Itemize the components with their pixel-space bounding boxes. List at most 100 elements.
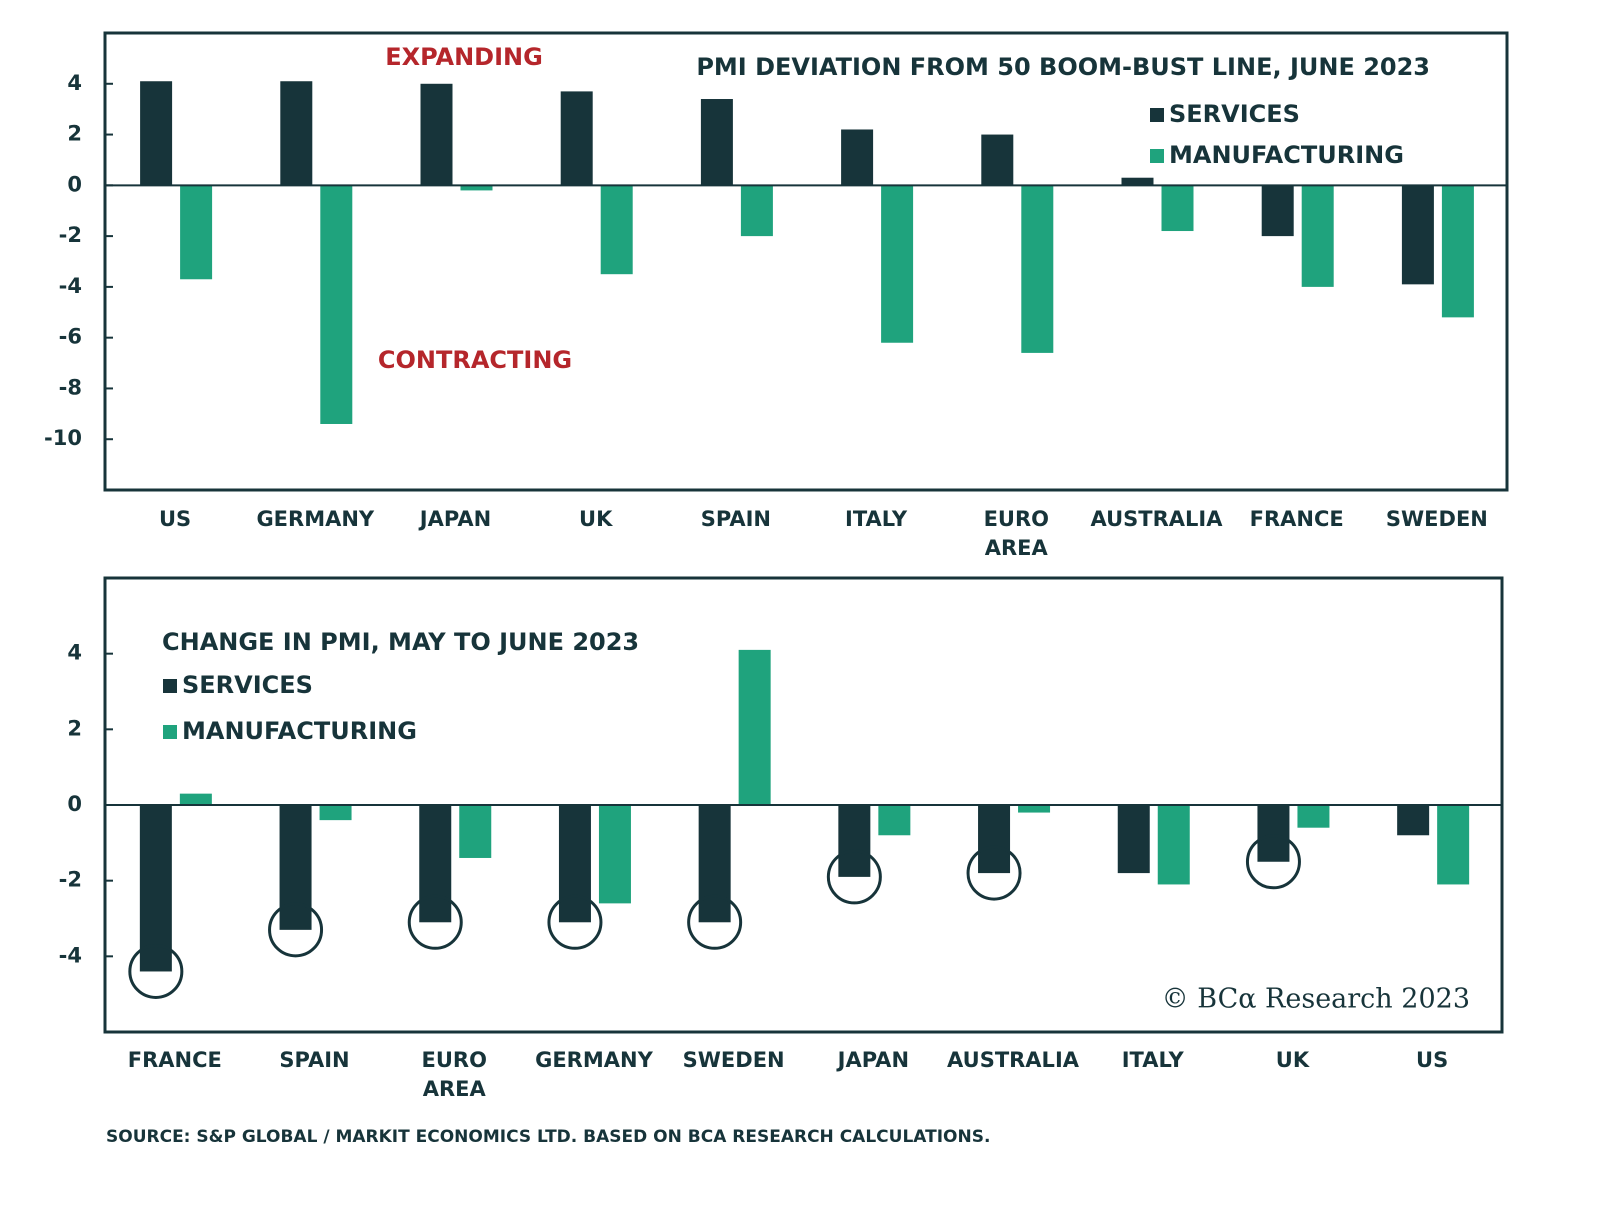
highlight-circle: [826, 849, 882, 905]
legend-swatch: [163, 725, 177, 739]
x-label-box: SPAIN: [666, 505, 806, 534]
bar: [320, 185, 353, 424]
y-tick-label: -4: [59, 943, 82, 967]
bar: [558, 805, 591, 923]
x-tick-label: SPAIN: [279, 1048, 350, 1072]
highlight-circle: [966, 845, 1022, 901]
bar: [420, 83, 453, 186]
y-tick-label: 2: [67, 716, 82, 740]
x-label-box: SPAIN: [245, 1046, 385, 1075]
bar: [1397, 805, 1430, 836]
bar: [881, 185, 914, 343]
x-label-box: FRANCE: [1227, 505, 1367, 534]
plot-frame: [103, 31, 1509, 492]
bar: [1161, 185, 1194, 232]
bar: [981, 134, 1014, 186]
x-tick-label: UK: [1275, 1048, 1310, 1072]
x-tick-label: JAPAN: [837, 1048, 910, 1072]
bar: [280, 81, 313, 186]
bar: [1437, 805, 1470, 885]
bar: [319, 805, 352, 821]
x-label-box: GERMANY: [524, 1046, 664, 1075]
y-tick-label: -6: [59, 325, 82, 349]
y-tick-label: 0: [67, 172, 82, 196]
bar: [560, 91, 593, 186]
y-tick-label: -8: [59, 375, 82, 399]
x-label-box: SWEDEN: [664, 1046, 804, 1075]
bar: [738, 649, 771, 805]
bar: [179, 793, 212, 805]
x-tick-label: ITALY: [1121, 1048, 1184, 1072]
credit: © BCα Research 2023: [1162, 984, 1470, 1015]
x-tick-label: US: [159, 507, 192, 531]
chart-title: PMI DEVIATION FROM 50 BOOM-BUST LINE, JU…: [696, 53, 1430, 81]
x-tick-label: UK: [579, 507, 613, 531]
bar: [1121, 177, 1154, 186]
x-tick-label: EURO AREA: [983, 507, 1049, 560]
x-label-box: JAPAN: [804, 1046, 944, 1075]
bar: [878, 805, 911, 836]
x-tick-label: SPAIN: [700, 507, 771, 531]
x-tick-label: AUSTRALIA: [1090, 507, 1223, 531]
bar: [1301, 185, 1334, 287]
source-note: SOURCE: S&P GLOBAL / MARKIT ECONOMICS LT…: [106, 1127, 991, 1147]
legend-label: MANUFACTURING: [182, 717, 417, 745]
x-label-box: AUSTRALIA: [1086, 505, 1226, 534]
bar: [1441, 185, 1474, 318]
bar: [1261, 185, 1294, 237]
highlight-circle: [268, 902, 324, 958]
x-tick-label: JAPAN: [419, 507, 492, 531]
legend-label: MANUFACTURING: [1169, 141, 1404, 169]
bar: [1401, 185, 1434, 285]
plot-frame: [103, 576, 1504, 1034]
bar: [740, 185, 773, 237]
x-tick-label: EURO AREA: [421, 1048, 487, 1101]
x-label-box: JAPAN: [385, 505, 525, 534]
annotation: CONTRACTING: [378, 346, 572, 374]
highlight-circle: [407, 894, 463, 950]
x-label-box: GERMANY: [245, 505, 385, 534]
chart-title: CHANGE IN PMI, MAY TO JUNE 2023: [162, 628, 639, 656]
bar: [698, 805, 731, 923]
bar: [1257, 805, 1290, 862]
bar: [978, 805, 1011, 874]
highlight-circle: [128, 943, 184, 999]
y-tick-label: -2: [59, 223, 82, 247]
bar: [140, 81, 173, 186]
legend-swatch: [1150, 149, 1164, 163]
x-tick-label: GERMANY: [256, 507, 375, 531]
x-label-box: AUSTRALIA: [943, 1046, 1083, 1075]
bar: [279, 805, 312, 930]
x-tick-label: AUSTRALIA: [947, 1048, 1080, 1072]
bar: [600, 185, 633, 275]
x-label-box: ITALY: [806, 505, 946, 534]
bar: [1021, 185, 1054, 353]
y-tick-label: -10: [44, 426, 82, 450]
y-tick-label: 4: [67, 71, 82, 95]
bar: [460, 185, 493, 191]
bar: [419, 805, 452, 923]
x-label-box: ITALY: [1083, 1046, 1223, 1075]
highlight-circle: [687, 894, 743, 950]
bar: [700, 99, 733, 186]
x-tick-label: SWEDEN: [1385, 507, 1488, 531]
legend-label: SERVICES: [182, 671, 313, 699]
x-tick-label: SWEDEN: [682, 1048, 785, 1072]
x-label-box: US: [1362, 1046, 1502, 1075]
bar: [598, 805, 631, 904]
x-label-box: EURO AREA: [946, 505, 1086, 563]
bar: [459, 805, 492, 858]
legend-label: SERVICES: [1169, 100, 1300, 128]
legend-swatch: [163, 679, 177, 693]
x-label-box: EURO AREA: [384, 1046, 524, 1104]
y-tick-label: 0: [67, 792, 82, 816]
bar: [838, 805, 871, 877]
x-tick-label: FRANCE: [127, 1048, 222, 1072]
bar: [139, 805, 172, 972]
x-tick-label: ITALY: [845, 507, 908, 531]
x-label-box: UK: [526, 505, 666, 534]
x-label-box: FRANCE: [105, 1046, 245, 1075]
x-label-box: SWEDEN: [1367, 505, 1507, 534]
